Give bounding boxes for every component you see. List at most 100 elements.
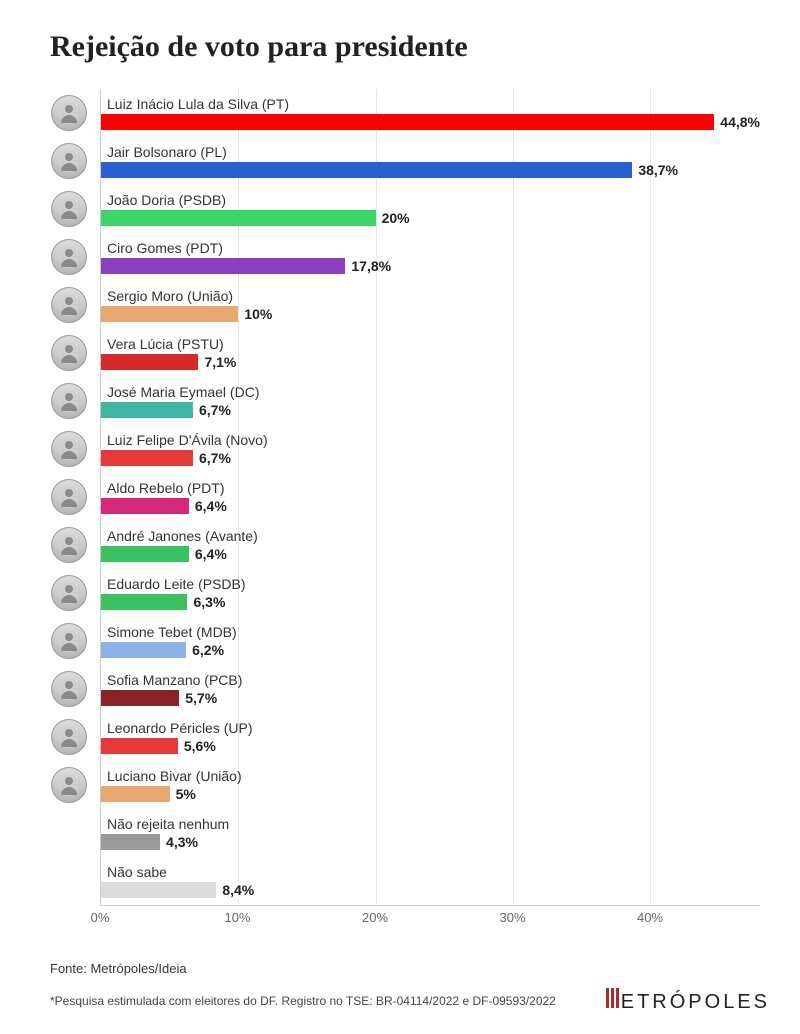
chart-row: Sergio Moro (União) 10% xyxy=(101,281,760,329)
bar-line: 4,3% xyxy=(101,834,760,850)
bar-line: 6,4% xyxy=(101,546,760,562)
bar-value: 10% xyxy=(244,306,272,322)
candidate-avatar xyxy=(51,479,87,515)
bar xyxy=(101,594,187,610)
candidate-label: Eduardo Leite (PSDB) xyxy=(107,576,760,592)
candidate-avatar xyxy=(51,239,87,275)
candidate-avatar xyxy=(51,335,87,371)
candidate-avatar xyxy=(51,767,87,803)
bar xyxy=(101,642,186,658)
bar-line: 6,7% xyxy=(101,402,760,418)
bar xyxy=(101,258,345,274)
bar-value: 4,3% xyxy=(166,834,198,850)
candidate-avatar xyxy=(51,287,87,323)
x-tick: 20% xyxy=(362,910,388,925)
candidate-label: Jair Bolsonaro (PL) xyxy=(107,144,760,160)
bar-line: 6,2% xyxy=(101,642,760,658)
bar-value: 5,7% xyxy=(185,690,217,706)
chart-row: Não sabe 8,4% xyxy=(101,857,760,905)
chart-row: Ciro Gomes (PDT) 17,8% xyxy=(101,233,760,281)
bar xyxy=(101,450,193,466)
chart-row: Aldo Rebelo (PDT) 6,4% xyxy=(101,473,760,521)
chart-row: Sofia Manzano (PCB) 5,7% xyxy=(101,665,760,713)
bar-line: 6,4% xyxy=(101,498,760,514)
bar-value: 7,1% xyxy=(204,354,236,370)
bar-value: 6,2% xyxy=(192,642,224,658)
candidate-label: Não rejeita nenhum xyxy=(107,816,760,832)
chart-row: João Doria (PSDB) 20% xyxy=(101,185,760,233)
bar-value: 17,8% xyxy=(351,258,391,274)
x-tick: 0% xyxy=(91,910,110,925)
bar-value: 6,7% xyxy=(199,450,231,466)
bar xyxy=(101,690,179,706)
chart-row: Luiz Felipe D'Ávila (Novo) 6,7% xyxy=(101,425,760,473)
plot-area: Luiz Inácio Lula da Silva (PT) 44,8% Jair … xyxy=(100,89,760,906)
footnote-text: *Pesquisa estimulada com eleitores do DF… xyxy=(50,994,556,1008)
rejection-chart: Luiz Inácio Lula da Silva (PT) 44,8% Jair … xyxy=(50,89,760,936)
bar-line: 10% xyxy=(101,306,760,322)
x-tick: 30% xyxy=(499,910,525,925)
chart-title: Rejeição de voto para presidente xyxy=(50,30,770,64)
candidate-label: Sofia Manzano (PCB) xyxy=(107,672,760,688)
candidate-label: Vera Lúcia (PSTU) xyxy=(107,336,760,352)
candidate-label: Sergio Moro (União) xyxy=(107,288,760,304)
bar xyxy=(101,882,216,898)
chart-row: José Maria Eymael (DC)6,7% xyxy=(101,377,760,425)
x-tick: 40% xyxy=(637,910,663,925)
candidate-label: Luciano Bivar (União) xyxy=(107,768,760,784)
bar-line: 5,7% xyxy=(101,690,760,706)
candidate-avatar xyxy=(51,95,87,131)
bar-value: 5% xyxy=(176,786,196,802)
bar-line: 7,1% xyxy=(101,354,760,370)
bar-line: 6,3% xyxy=(101,594,760,610)
chart-row: Vera Lúcia (PSTU) 7,1% xyxy=(101,329,760,377)
candidate-label: Simone Tebet (MDB) xyxy=(107,624,760,640)
chart-row: Leonardo Péricles (UP)5,6% xyxy=(101,713,760,761)
bar-line: 5,6% xyxy=(101,738,760,754)
bar-line: 6,7% xyxy=(101,450,760,466)
x-tick: 10% xyxy=(224,910,250,925)
chart-row: Luciano Bivar (União) 5% xyxy=(101,761,760,809)
chart-row: Simone Tebet (MDB) 6,2% xyxy=(101,617,760,665)
candidate-label: Não sabe xyxy=(107,864,760,880)
bar-line: 5% xyxy=(101,786,760,802)
chart-row: Jair Bolsonaro (PL) 38,7% xyxy=(101,137,760,185)
bar xyxy=(101,114,714,130)
candidate-avatar xyxy=(51,143,87,179)
bar-line: 20% xyxy=(101,210,760,226)
bar-line: 38,7% xyxy=(101,162,760,178)
chart-footer: Fonte: Metrópoles/Ideia *Pesquisa estimu… xyxy=(50,961,770,1014)
candidate-avatar xyxy=(51,623,87,659)
bar xyxy=(101,402,193,418)
candidate-label: André Janones (Avante) xyxy=(107,528,760,544)
candidate-avatar xyxy=(51,671,87,707)
candidate-label: João Doria (PSDB) xyxy=(107,192,760,208)
candidate-label: Luiz Felipe D'Ávila (Novo) xyxy=(107,432,760,448)
bar-value: 44,8% xyxy=(720,114,760,130)
bar-value: 6,7% xyxy=(199,402,231,418)
bar-line: 17,8% xyxy=(101,258,760,274)
logo-bars-icon xyxy=(606,988,619,1008)
bar xyxy=(101,162,632,178)
bar xyxy=(101,786,170,802)
metropoles-logo: ETRÓPOLES xyxy=(606,988,770,1014)
bar-line: 44,8% xyxy=(101,114,760,130)
bar-value: 38,7% xyxy=(638,162,678,178)
source-text: Fonte: Metrópoles/Ideia xyxy=(50,961,770,976)
candidate-label: Luiz Inácio Lula da Silva (PT) xyxy=(107,96,760,112)
candidate-label: Aldo Rebelo (PDT) xyxy=(107,480,760,496)
bar xyxy=(101,738,178,754)
bar xyxy=(101,306,238,322)
candidate-label: Ciro Gomes (PDT) xyxy=(107,240,760,256)
chart-row: Eduardo Leite (PSDB) 6,3% xyxy=(101,569,760,617)
x-axis: 0%10%20%30%40% xyxy=(100,906,760,936)
candidate-avatar xyxy=(51,575,87,611)
logo-text: ETRÓPOLES xyxy=(621,991,770,1014)
bar-value: 5,6% xyxy=(184,738,216,754)
bar-value: 8,4% xyxy=(222,882,254,898)
bar-value: 6,4% xyxy=(195,498,227,514)
bar xyxy=(101,546,189,562)
bar-value: 6,4% xyxy=(195,546,227,562)
bar xyxy=(101,834,160,850)
candidate-avatar xyxy=(51,431,87,467)
